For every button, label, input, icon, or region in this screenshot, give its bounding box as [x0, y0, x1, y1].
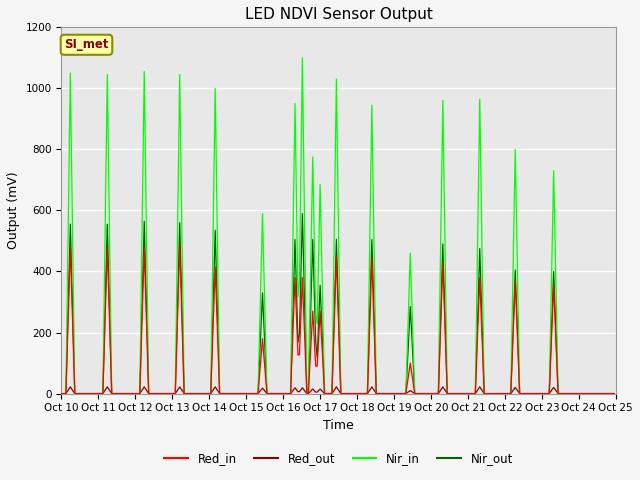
Text: SI_met: SI_met [64, 38, 109, 51]
Legend: Red_in, Red_out, Nir_in, Nir_out: Red_in, Red_out, Nir_in, Nir_out [160, 447, 518, 469]
Y-axis label: Output (mV): Output (mV) [7, 172, 20, 249]
X-axis label: Time: Time [323, 419, 354, 432]
Title: LED NDVI Sensor Output: LED NDVI Sensor Output [244, 7, 433, 22]
